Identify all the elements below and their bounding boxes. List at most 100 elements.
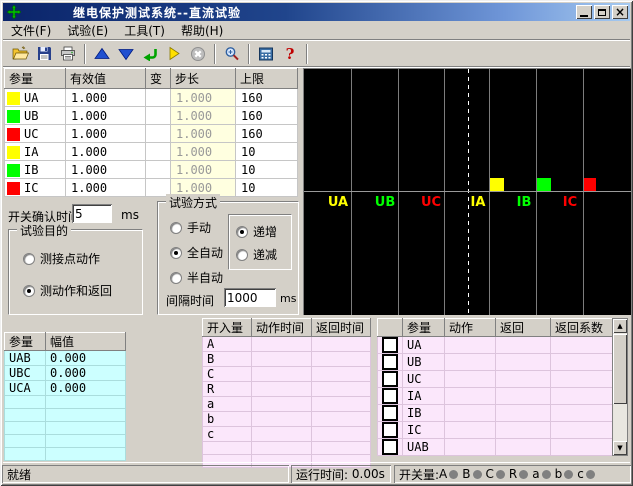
limit-cell[interactable]: 160	[235, 88, 298, 107]
change-cell[interactable]	[145, 106, 171, 125]
change-cell[interactable]	[145, 142, 171, 161]
grid-line	[444, 69, 445, 315]
zoom-button[interactable]	[220, 43, 244, 65]
param-row-ia: IA 1.000 1.000 10	[4, 142, 298, 161]
result-row: UAB	[377, 438, 613, 456]
undo-button[interactable]	[138, 43, 162, 65]
stop-button[interactable]	[186, 43, 210, 65]
scroll-thumb[interactable]	[613, 334, 627, 404]
row-checkbox[interactable]	[382, 354, 398, 370]
help-button[interactable]: ?	[278, 43, 302, 65]
step-up-button[interactable]	[90, 43, 114, 65]
change-cell[interactable]	[145, 88, 171, 107]
maximize-button[interactable]	[594, 5, 610, 19]
value-cell[interactable]: 1.000	[65, 178, 146, 197]
status-ready-panel: 就绪	[2, 465, 289, 483]
title-bar: 继电保护测试系统--直流试验 ×	[3, 3, 630, 21]
step-down-button[interactable]	[114, 43, 138, 65]
value-cell[interactable]: 1.000	[65, 160, 146, 179]
open-button[interactable]	[8, 43, 32, 65]
amplitude-row-empty	[4, 395, 126, 409]
col-change: 变	[145, 68, 171, 89]
change-cell[interactable]	[145, 124, 171, 143]
close-icon: ×	[614, 5, 626, 19]
menu-file[interactable]: 文件(F)	[11, 23, 52, 38]
color-swatch	[7, 145, 20, 159]
row-checkbox[interactable]	[382, 337, 398, 353]
step-cell[interactable]: 1.000	[170, 88, 236, 107]
value-cell[interactable]: 1.000	[65, 88, 146, 107]
radio-increase[interactable]: 递增	[236, 223, 277, 240]
axis-line	[304, 191, 631, 192]
step-cell[interactable]: 1.000	[170, 124, 236, 143]
maximize-icon	[598, 8, 606, 16]
step-cell[interactable]: 1.000	[170, 160, 236, 179]
interval-unit: ms	[280, 292, 297, 305]
radio-full-auto[interactable]: 全自动	[170, 244, 223, 261]
limit-cell[interactable]: 160	[235, 106, 298, 125]
row-checkbox[interactable]	[382, 405, 398, 421]
menu-tools[interactable]: 工具(T)	[124, 23, 165, 38]
interval-input[interactable]	[224, 288, 276, 307]
row-checkbox[interactable]	[382, 388, 398, 404]
purpose-group-title: 试验目的	[17, 222, 72, 239]
limit-cell[interactable]: 10	[235, 142, 298, 161]
row-checkbox[interactable]	[382, 439, 398, 455]
param-name: UA	[24, 90, 39, 105]
color-swatch	[7, 127, 20, 141]
radio-contact-action[interactable]: 测接点动作	[23, 250, 100, 267]
up-arrow-icon: ▲	[617, 321, 623, 330]
amplitude-table: 参量 幅值 UAB 0.000 UBC 0.000 UCA 0.000	[4, 332, 126, 461]
runtime-value: 0.00s	[351, 467, 385, 481]
limit-cell[interactable]: 160	[235, 124, 298, 143]
amplitude-row-empty	[4, 434, 126, 448]
value-cell[interactable]: 1.000	[65, 142, 146, 161]
col-return-time: 返回时间	[311, 318, 371, 337]
grid-line	[536, 69, 537, 315]
row-checkbox[interactable]	[382, 422, 398, 438]
question-mark-icon: ?	[285, 44, 295, 63]
change-cell[interactable]	[145, 160, 171, 179]
value-cell[interactable]: 1.000	[65, 124, 146, 143]
print-button[interactable]	[56, 43, 80, 65]
value-cell[interactable]: 1.000	[65, 106, 146, 125]
switch-name: R	[508, 467, 518, 481]
scroll-up-button[interactable]: ▲	[613, 319, 627, 333]
calculator-button[interactable]	[254, 43, 278, 65]
step-cell[interactable]: 1.000	[170, 178, 236, 197]
statusbar-divider	[3, 462, 630, 463]
result-table-scrollbar[interactable]: ▲ ▼	[612, 318, 628, 456]
menu-bar: 文件(F) 试验(E) 工具(T) 帮助(H)	[3, 21, 630, 40]
step-cell[interactable]: 1.000	[170, 142, 236, 161]
switch-indicator	[449, 469, 459, 479]
bar-marker-ic	[584, 178, 596, 191]
save-button[interactable]	[32, 43, 56, 65]
input-row: B	[202, 351, 371, 367]
switch-indicator	[564, 469, 574, 479]
radio-manual[interactable]: 手动	[170, 219, 211, 236]
row-checkbox[interactable]	[382, 371, 398, 387]
radio-action-return[interactable]: 测动作和返回	[23, 282, 112, 299]
limit-cell[interactable]: 10	[235, 178, 298, 197]
play-icon	[169, 46, 180, 61]
step-cell[interactable]: 1.000	[170, 106, 236, 125]
input-row-empty	[202, 441, 371, 455]
radio-icon	[236, 225, 248, 238]
confirm-time-input[interactable]	[72, 204, 112, 223]
app-icon	[7, 5, 21, 19]
input-row: c	[202, 426, 371, 442]
close-button[interactable]: ×	[612, 5, 628, 19]
result-row: IA	[377, 387, 613, 405]
minimize-button[interactable]	[576, 5, 592, 19]
bar-marker-ib	[537, 178, 551, 191]
menu-test[interactable]: 试验(E)	[67, 23, 109, 38]
radio-decrease[interactable]: 递减	[236, 246, 277, 263]
limit-cell[interactable]: 10	[235, 160, 298, 179]
input-row: A	[202, 336, 371, 352]
start-button[interactable]	[162, 43, 186, 65]
result-row: UC	[377, 370, 613, 388]
switch-name: B	[462, 467, 471, 481]
menu-help[interactable]: 帮助(H)	[180, 23, 224, 38]
scroll-down-button[interactable]: ▼	[613, 441, 627, 455]
radio-semi-auto[interactable]: 半自动	[170, 269, 223, 286]
